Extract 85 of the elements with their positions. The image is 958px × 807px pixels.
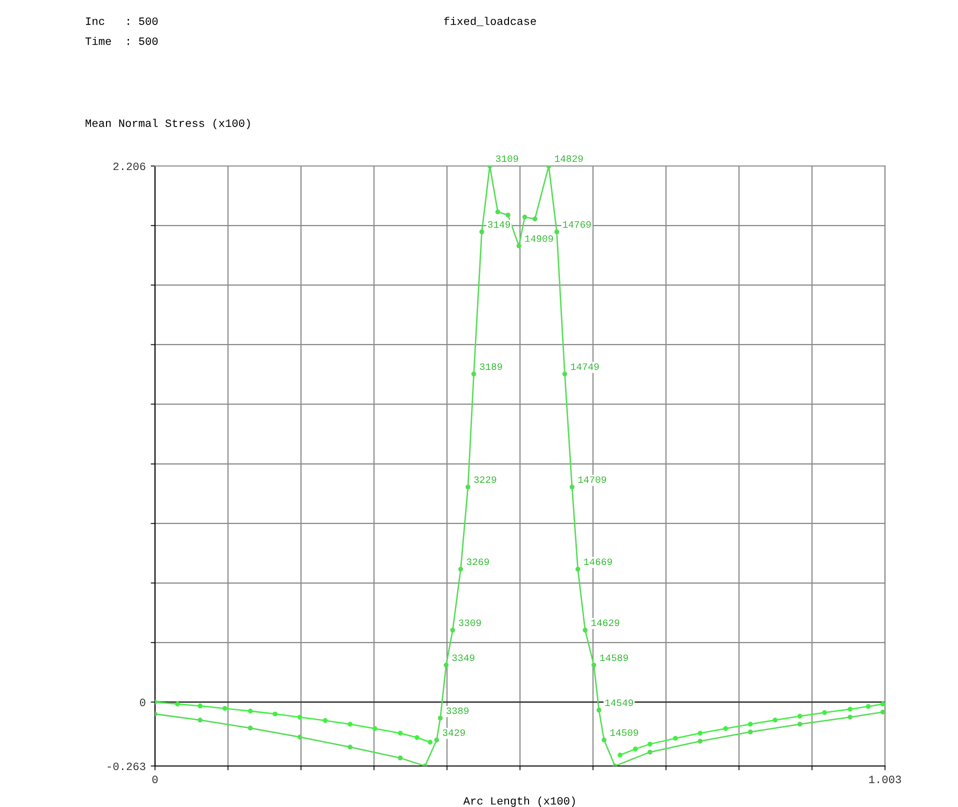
point xyxy=(322,718,328,723)
point xyxy=(466,484,470,490)
annotation: 3269 xyxy=(466,558,489,566)
point xyxy=(522,214,528,220)
point xyxy=(591,662,596,668)
point xyxy=(532,216,538,222)
point xyxy=(175,702,180,706)
annotation: 3109 xyxy=(496,155,518,162)
point xyxy=(398,730,403,736)
point xyxy=(772,718,778,722)
point xyxy=(848,706,852,712)
point xyxy=(797,714,802,719)
point xyxy=(562,372,568,376)
annotation: 14509 xyxy=(610,729,638,736)
point xyxy=(570,484,574,490)
point xyxy=(444,662,449,668)
point xyxy=(672,736,678,741)
annotation: 14629 xyxy=(591,619,620,626)
y-tick-label: -0.263 xyxy=(108,762,146,770)
annotation: 14709 xyxy=(578,476,606,483)
point xyxy=(297,734,302,740)
point xyxy=(647,742,652,747)
text: Time : 500 xyxy=(85,36,158,45)
annotation: 3229 xyxy=(474,476,496,483)
x-tick-label: 1.003 xyxy=(869,776,901,784)
point xyxy=(822,710,828,715)
point xyxy=(198,704,203,708)
annotation: 14829 xyxy=(555,155,583,162)
point xyxy=(372,726,378,732)
point xyxy=(272,712,278,716)
point xyxy=(434,738,440,742)
point xyxy=(248,708,253,714)
annotation: 3349 xyxy=(452,654,474,662)
y-tick-label: 2.206 xyxy=(113,162,146,170)
annotation: 14769 xyxy=(563,221,591,228)
text: Inc : 500 xyxy=(86,17,158,25)
annotation: 3389 xyxy=(446,707,469,714)
point xyxy=(222,706,228,711)
point xyxy=(723,726,728,732)
annotation: 14909 xyxy=(525,235,553,242)
point xyxy=(297,714,302,720)
annotation: 3149 xyxy=(488,221,510,228)
point xyxy=(198,718,203,722)
point xyxy=(582,628,588,633)
y-axis-title: Mean Normal Stress (x100) xyxy=(86,118,250,130)
annotation: 14549 xyxy=(605,699,634,706)
annotation: 14589 xyxy=(600,654,628,662)
point xyxy=(450,628,456,633)
point xyxy=(618,752,623,758)
point xyxy=(698,730,703,736)
annotation: 3189 xyxy=(480,363,502,370)
point xyxy=(596,708,602,713)
annotation: 3429 xyxy=(442,729,465,736)
point xyxy=(647,750,652,755)
point xyxy=(575,566,580,572)
point xyxy=(602,738,606,742)
annotation: 14749 xyxy=(571,363,599,370)
point xyxy=(554,229,560,234)
point xyxy=(348,722,352,727)
point xyxy=(797,722,802,727)
x-axis-title: Arc Length (x100) xyxy=(463,796,575,807)
point xyxy=(471,372,476,376)
point xyxy=(516,244,522,248)
point xyxy=(506,212,510,218)
point xyxy=(348,744,352,750)
point xyxy=(748,722,753,727)
point xyxy=(495,210,500,214)
point xyxy=(479,229,484,234)
point xyxy=(438,716,443,721)
point xyxy=(398,756,403,760)
point xyxy=(414,735,420,740)
point xyxy=(698,738,703,744)
point xyxy=(748,730,753,734)
point xyxy=(848,714,852,720)
point xyxy=(632,746,638,752)
y-tick-label: 0 xyxy=(140,698,146,706)
chart-title: fixed_loadcase xyxy=(444,16,536,26)
point xyxy=(880,710,885,714)
annotation: 3309 xyxy=(458,619,481,626)
point xyxy=(428,740,433,745)
point xyxy=(458,566,464,572)
point xyxy=(880,702,885,706)
annotation: 14669 xyxy=(584,558,612,566)
point xyxy=(866,704,871,709)
point xyxy=(248,726,253,731)
